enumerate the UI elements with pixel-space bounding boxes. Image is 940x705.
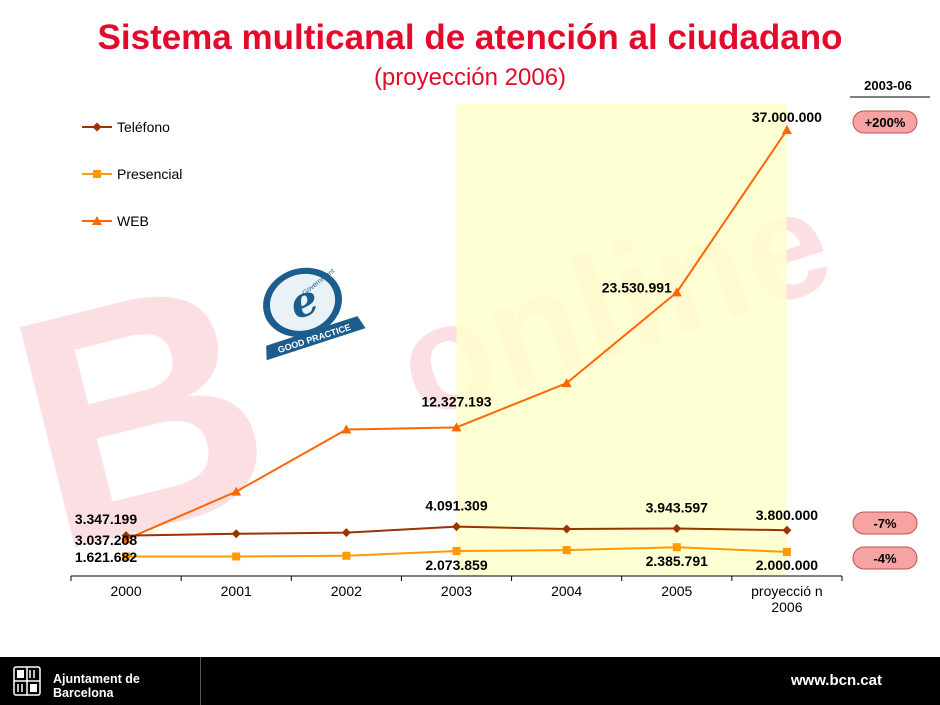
x-axis-ticks [70, 576, 843, 581]
data-point [341, 424, 352, 434]
data-label: 3.800.000 [756, 507, 818, 523]
badge-ribbon [266, 316, 366, 361]
footer-logo-area: Ajuntament de Barcelona [0, 657, 201, 705]
data-point [122, 552, 131, 561]
data-label: 3.037.208 [75, 532, 137, 548]
x-tick-label-line: 2002 [331, 583, 362, 599]
x-tick-label-line: 2004 [551, 583, 582, 599]
e-government-good-practice-badge: e Government GOOD PRACTICE [263, 268, 366, 361]
x-axis-tick-labels: 2000 2001 2002 2003 2004 2005 proyecció n 2006 [110, 583, 822, 615]
x-tick-label: 2005 [661, 583, 692, 599]
series-layer [121, 125, 792, 561]
data-point [781, 125, 792, 134]
x-tick-label: 2004 [551, 583, 582, 599]
data-label: 23.530.991 [602, 279, 672, 295]
data-point [672, 523, 682, 533]
series-web [121, 125, 792, 544]
x-tick-label-line: 2001 [221, 583, 252, 599]
footer-org-name: Ajuntament de Barcelona [53, 672, 140, 700]
slide-title: Sistema multicanal de atención al ciudad… [97, 18, 843, 57]
x-tick-label: 2002 [331, 583, 362, 599]
slide-subtitle: (proyección 2006) [373, 64, 567, 91]
x-tick-label: proyecció n 2006 [751, 583, 823, 615]
change-label-web: +200% [865, 115, 906, 130]
x-tick-label-line: 2006 [771, 599, 802, 615]
badge-inner [269, 273, 336, 331]
data-point [782, 547, 791, 556]
data-label: 4.091.309 [425, 498, 487, 514]
legend-marker [93, 170, 101, 178]
change-bubble-telefono-shape [852, 511, 918, 535]
change-label-telefono: -7% [873, 516, 897, 531]
legend-label: Presencial [117, 166, 182, 182]
period-header: 2003-06 [864, 78, 912, 93]
footer-website-link[interactable]: www.bcn.cat [790, 672, 882, 689]
data-point [452, 522, 461, 532]
x-tick-label: 2001 [221, 583, 252, 599]
data-point [562, 546, 571, 555]
legend-marker [92, 122, 102, 132]
change-bubble-telefono: -7% [852, 511, 918, 535]
data-point [452, 547, 461, 556]
data-label: 37.000.000 [752, 109, 822, 125]
data-label: 3.943.597 [646, 499, 708, 515]
x-tick-label-line: 2003 [441, 583, 472, 599]
data-point [672, 543, 681, 552]
x-tick-label-line: proyecció n [751, 583, 823, 599]
data-point [671, 287, 682, 297]
legend-marker [92, 216, 102, 225]
data-label: 1.621.682 [75, 549, 137, 565]
chart-legend: Teléfono Presencial WEB [82, 119, 182, 229]
change-label-presencial: -4% [873, 551, 897, 566]
data-label: 2.073.859 [425, 557, 487, 573]
data-label: 2.385.791 [646, 553, 708, 569]
data-point [231, 529, 241, 539]
x-tick-label-line: 2005 [661, 583, 692, 599]
change-bubble-web-shape [852, 110, 918, 134]
data-point [562, 524, 572, 534]
watermark-letter: B [0, 205, 302, 621]
barcelona-coat-of-arms-icon [13, 666, 41, 696]
series-presencial [122, 543, 791, 561]
legend-label: Teléfono [117, 119, 170, 135]
data-point [561, 378, 572, 388]
data-point [782, 525, 792, 535]
change-bubble-presencial-shape [852, 546, 918, 570]
x-tick-label: 2003 [441, 583, 472, 599]
x-tick-label-line: 2000 [110, 583, 141, 599]
footer-bar: Ajuntament de Barcelona www.bcn.cat [0, 657, 940, 705]
series-teléfono [121, 522, 792, 541]
data-point [121, 531, 131, 541]
x-tick-label: 2000 [110, 583, 141, 599]
data-label: 3.347.199 [75, 511, 137, 527]
data-point [341, 528, 351, 538]
change-bubble-web: +200% [852, 110, 918, 134]
data-point [231, 486, 242, 496]
change-bubble-presencial: -4% [852, 546, 918, 570]
data-label: 12.327.193 [421, 393, 491, 409]
data-point [342, 551, 351, 560]
data-label: 2.000.000 [756, 557, 818, 573]
legend-label: WEB [117, 213, 149, 229]
data-point [451, 422, 462, 432]
data-point [232, 552, 241, 561]
projection-highlight-band [456, 104, 787, 576]
